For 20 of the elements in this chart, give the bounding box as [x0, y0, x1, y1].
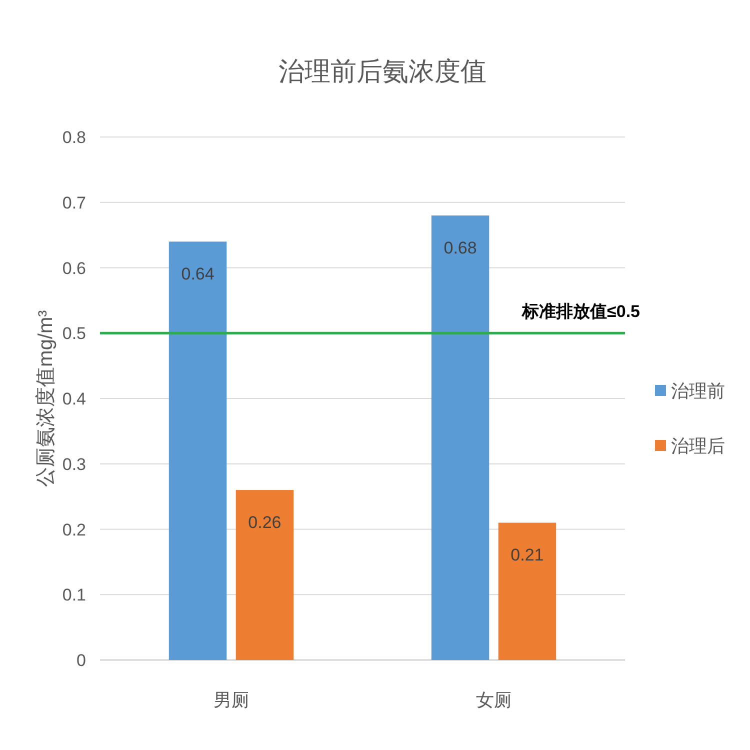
xtick: 男厕: [213, 690, 250, 710]
ytick: 0.8: [62, 128, 86, 147]
data-label: 0.68: [444, 238, 477, 258]
ytick: 0.7: [62, 193, 86, 212]
legend-label: 治理后: [671, 436, 725, 456]
ytick: 0.4: [62, 390, 86, 408]
title: 治理前后氨浓度值: [278, 56, 486, 86]
xtick: 女厕: [476, 690, 512, 710]
ytick: 0.1: [62, 586, 86, 605]
ylabel: 公厕氨浓度值mg/m³: [35, 310, 57, 487]
data-label: 0.21: [510, 546, 544, 565]
legend-label: 治理前: [671, 381, 725, 401]
ytick: 0.5: [62, 324, 86, 344]
ytick: 0.6: [62, 258, 86, 278]
ytick: 0: [76, 651, 86, 670]
ref-label: 标准排放值≤0.5: [522, 302, 640, 322]
data-label: 0.26: [248, 513, 282, 532]
ytick: 0.2: [62, 520, 86, 540]
data-label: 0.64: [181, 264, 214, 284]
ytick: 0.3: [62, 454, 86, 474]
